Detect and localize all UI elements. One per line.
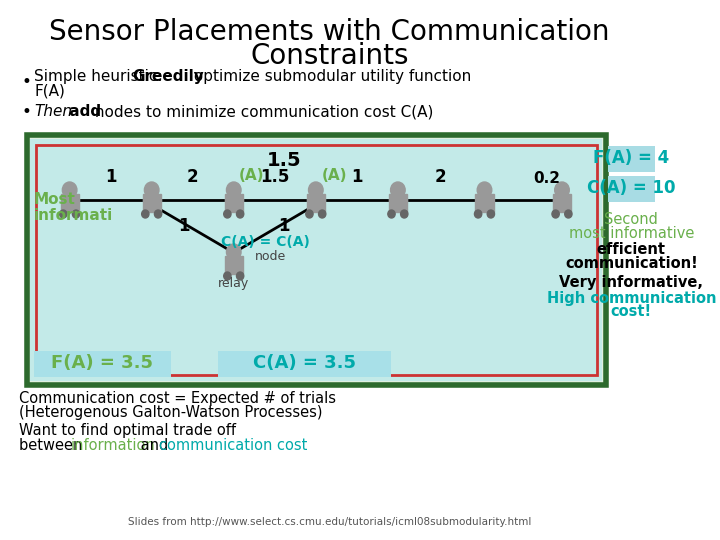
Text: Want to find optimal trade off: Want to find optimal trade off [19,422,236,437]
Text: informati: informati [34,207,113,222]
Circle shape [400,210,408,218]
Bar [34,351,171,377]
Text: (A): (A) [239,167,265,183]
Text: F(A) = 3.5: F(A) = 3.5 [51,354,153,372]
Circle shape [236,210,244,218]
Text: 1: 1 [278,217,289,235]
Text: C(A) = 3.5: C(A) = 3.5 [253,354,356,372]
Text: efficient: efficient [597,241,666,256]
Circle shape [564,210,572,218]
Text: communication cost: communication cost [159,438,307,454]
Text: C(A) = 10: C(A) = 10 [587,179,675,197]
Circle shape [73,210,80,218]
Text: High communication: High communication [546,291,716,306]
Circle shape [142,210,149,218]
Text: most informative: most informative [569,226,694,241]
Circle shape [154,210,162,218]
Text: •: • [22,73,31,91]
Text: nodes to minimize communication cost C(A): nodes to minimize communication cost C(A… [90,105,433,119]
Circle shape [227,182,241,198]
Bar [475,194,494,212]
Text: Sensor Placements with Communication: Sensor Placements with Communication [49,18,610,46]
Text: communication!: communication! [565,255,698,271]
Text: 2: 2 [187,168,199,186]
Circle shape [318,210,326,218]
Circle shape [477,182,492,198]
Circle shape [474,210,482,218]
Text: Second: Second [604,213,658,227]
Bar [143,194,161,212]
Circle shape [308,182,323,198]
Text: information: information [71,438,156,454]
Bar [389,194,407,212]
Circle shape [224,272,231,280]
Circle shape [145,182,159,198]
Text: 1: 1 [178,217,189,235]
Text: Then: Then [34,105,72,119]
Bar [608,176,655,202]
Text: F(A): F(A) [34,84,65,98]
Circle shape [487,210,495,218]
Text: Constraints: Constraints [251,42,409,70]
Text: add: add [64,105,102,119]
Bar [36,145,597,375]
Text: optimize submodular utility function: optimize submodular utility function [189,70,472,84]
Bar [608,146,655,172]
Text: (Heterogenous Galton-Watson Processes): (Heterogenous Galton-Watson Processes) [19,406,323,421]
Text: Simple heuristic:: Simple heuristic: [34,70,168,84]
Text: Communication cost = Expected # of trials: Communication cost = Expected # of trial… [19,390,336,406]
Circle shape [227,244,241,260]
Bar [60,194,78,212]
Bar [553,194,571,212]
Circle shape [63,182,77,198]
Text: 0.2: 0.2 [533,171,560,186]
Circle shape [388,210,395,218]
Bar [27,135,606,385]
Text: •: • [22,103,31,121]
Circle shape [224,210,231,218]
Text: Most: Most [34,192,76,207]
Text: F(A) = 4: F(A) = 4 [593,149,670,167]
Text: 1.5: 1.5 [266,151,301,170]
Text: relay: relay [218,278,249,291]
Circle shape [554,182,570,198]
Text: C(A) = C(A): C(A) = C(A) [221,235,310,249]
Text: Greedily: Greedily [132,70,204,84]
Text: 1: 1 [105,168,117,186]
Text: cost!: cost! [611,305,652,320]
Text: between: between [19,438,88,454]
Bar [225,256,243,274]
Text: Very informative,: Very informative, [559,274,703,289]
Text: and: and [136,438,173,454]
Text: Slides from http://www.select.cs.cmu.edu/tutorials/icml08submodularity.html: Slides from http://www.select.cs.cmu.edu… [128,517,531,527]
Circle shape [306,210,313,218]
Text: 1.5: 1.5 [260,168,289,186]
Circle shape [552,210,559,218]
Text: 1: 1 [351,168,363,186]
Circle shape [60,210,67,218]
Circle shape [236,272,244,280]
Bar [30,139,602,381]
Bar [225,194,243,212]
Bar [218,351,392,377]
Circle shape [390,182,405,198]
Text: node: node [255,251,286,264]
Bar [307,194,325,212]
Text: 2: 2 [435,168,446,186]
Text: (A): (A) [321,167,347,183]
